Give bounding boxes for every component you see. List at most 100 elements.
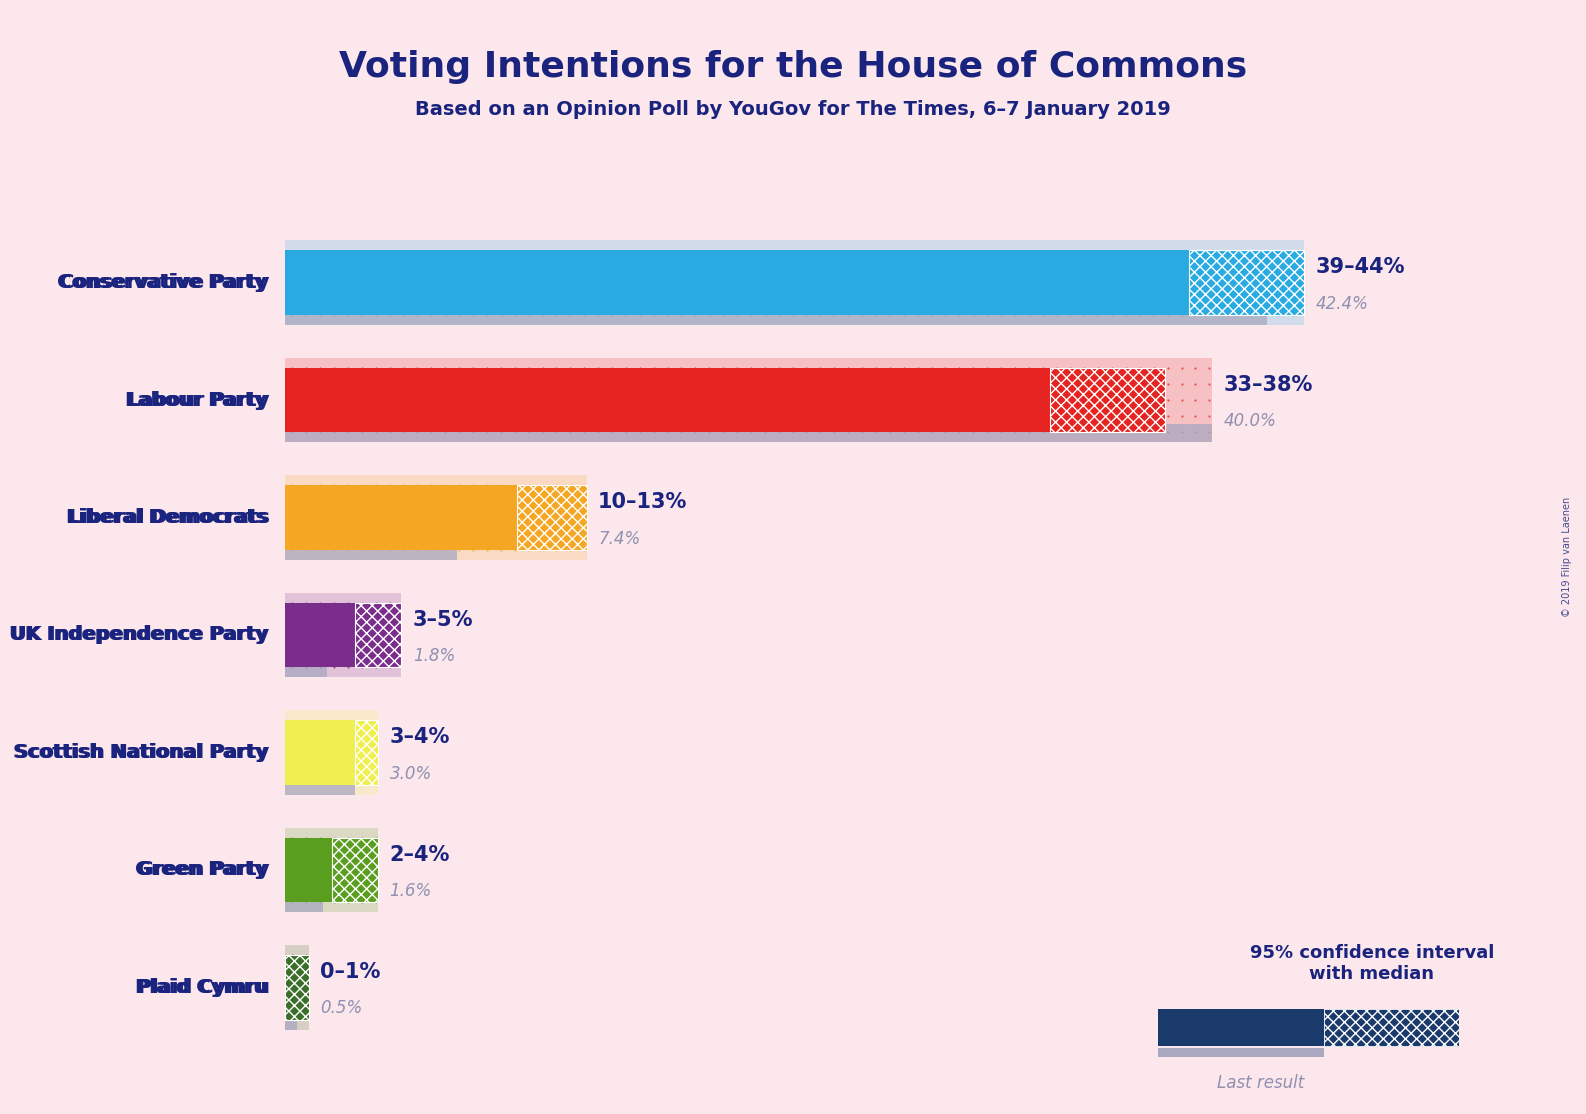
Point xyxy=(349,290,374,307)
Point xyxy=(947,375,972,393)
Bar xyxy=(285,541,457,560)
Point xyxy=(363,861,389,879)
Point xyxy=(600,257,625,275)
Point xyxy=(877,408,902,426)
Point xyxy=(335,626,360,644)
Point xyxy=(460,423,485,441)
Point xyxy=(737,375,763,393)
Point xyxy=(446,525,471,543)
Point xyxy=(850,375,875,393)
Point xyxy=(682,391,707,409)
Bar xyxy=(285,593,401,677)
Point xyxy=(503,391,528,409)
Point xyxy=(906,290,931,307)
Point xyxy=(836,306,861,324)
Point xyxy=(1155,290,1180,307)
Point xyxy=(711,391,736,409)
Point xyxy=(641,408,666,426)
Point xyxy=(349,743,374,761)
Point xyxy=(669,306,695,324)
Point xyxy=(488,306,514,324)
Point xyxy=(961,306,986,324)
Point xyxy=(515,290,541,307)
Point xyxy=(293,642,319,659)
Point xyxy=(293,492,319,510)
Point xyxy=(446,423,471,441)
Point xyxy=(974,242,999,260)
Point xyxy=(1072,257,1098,275)
Point xyxy=(279,594,305,612)
Point xyxy=(682,306,707,324)
Bar xyxy=(517,486,587,550)
Point xyxy=(335,408,360,426)
Point xyxy=(404,492,430,510)
Point xyxy=(488,408,514,426)
Point xyxy=(1239,274,1264,292)
Point xyxy=(614,290,639,307)
Point xyxy=(279,978,305,996)
Text: Voting Intentions for the House of Commons: Voting Intentions for the House of Commo… xyxy=(339,50,1247,85)
Point xyxy=(433,477,458,495)
Point xyxy=(335,642,360,659)
Point xyxy=(877,257,902,275)
Point xyxy=(515,375,541,393)
Point xyxy=(863,306,888,324)
Point xyxy=(335,540,360,558)
Point xyxy=(474,257,500,275)
Point xyxy=(349,477,374,495)
Point xyxy=(585,423,611,441)
Point xyxy=(1099,257,1124,275)
Point xyxy=(696,274,722,292)
Point xyxy=(1197,274,1223,292)
Point xyxy=(377,257,403,275)
Point xyxy=(863,359,888,377)
Point xyxy=(460,306,485,324)
Point xyxy=(655,408,680,426)
Point xyxy=(1140,257,1166,275)
Point xyxy=(322,391,347,409)
Point xyxy=(474,408,500,426)
Point xyxy=(1280,257,1305,275)
Point xyxy=(766,242,791,260)
Point xyxy=(377,423,403,441)
Point xyxy=(682,274,707,292)
Point xyxy=(335,242,360,260)
Point xyxy=(933,242,958,260)
Point xyxy=(293,743,319,761)
Point xyxy=(404,274,430,292)
Point xyxy=(1002,306,1028,324)
Point xyxy=(626,408,652,426)
Point xyxy=(293,946,319,964)
Point xyxy=(1155,391,1180,409)
Point xyxy=(836,391,861,409)
Point xyxy=(891,391,917,409)
Bar xyxy=(285,603,355,667)
Point xyxy=(419,257,444,275)
Point xyxy=(614,306,639,324)
Point xyxy=(349,727,374,745)
Point xyxy=(1183,257,1209,275)
Point xyxy=(1140,306,1166,324)
Point xyxy=(488,540,514,558)
Point xyxy=(1017,290,1042,307)
Point xyxy=(1169,290,1194,307)
Point xyxy=(349,610,374,628)
Point xyxy=(488,290,514,307)
Point xyxy=(377,290,403,307)
Point xyxy=(1128,423,1153,441)
Point xyxy=(1085,274,1110,292)
Point xyxy=(322,861,347,879)
Point xyxy=(460,359,485,377)
Point xyxy=(725,274,750,292)
Point xyxy=(988,290,1013,307)
Point xyxy=(906,359,931,377)
Point xyxy=(793,274,818,292)
Point xyxy=(349,509,374,527)
Point xyxy=(293,995,319,1013)
Point xyxy=(558,290,584,307)
Point xyxy=(293,962,319,980)
Point xyxy=(293,760,319,778)
Point xyxy=(863,274,888,292)
Point xyxy=(474,375,500,393)
Point xyxy=(1058,408,1083,426)
